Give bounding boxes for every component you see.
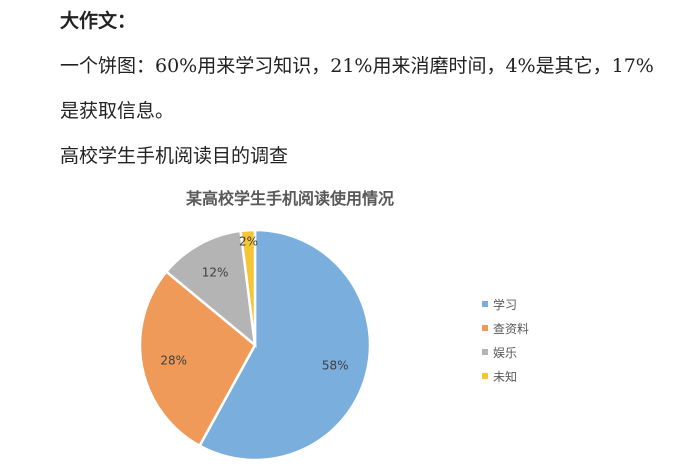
legend-swatch-0 <box>482 301 488 307</box>
legend-label-1: 查资料 <box>493 322 529 336</box>
essay-heading: 大作文： <box>60 10 137 32</box>
pie-slice-1 <box>138 269 257 448</box>
legend-swatch-3 <box>482 373 488 379</box>
legend-label-2: 娱乐 <box>493 346 517 360</box>
prompt-line-1: 一个饼图：60%用来学习知识，21%用来消磨时间，4%是其它，17% <box>60 55 654 77</box>
legend-swatch-1 <box>482 325 488 331</box>
chart-title: 某高校学生手机阅读使用情况 <box>185 189 394 208</box>
data-label-2: 12% <box>202 265 229 279</box>
legend-swatch-2 <box>482 349 488 355</box>
data-label-3: 2% <box>239 235 258 249</box>
data-label-1: 28% <box>160 354 187 368</box>
legend-label-3: 未知 <box>493 370 517 384</box>
data-label-0: 58% <box>322 359 349 373</box>
chart-subtitle: 高校学生手机阅读目的调查 <box>60 145 289 167</box>
legend-label-0: 学习 <box>493 297 517 312</box>
pie-slice-2 <box>164 229 257 348</box>
pie-slice-3 <box>239 228 257 346</box>
pie-slice-0 <box>197 228 372 462</box>
prompt-line-2: 是获取信息。 <box>60 100 175 122</box>
